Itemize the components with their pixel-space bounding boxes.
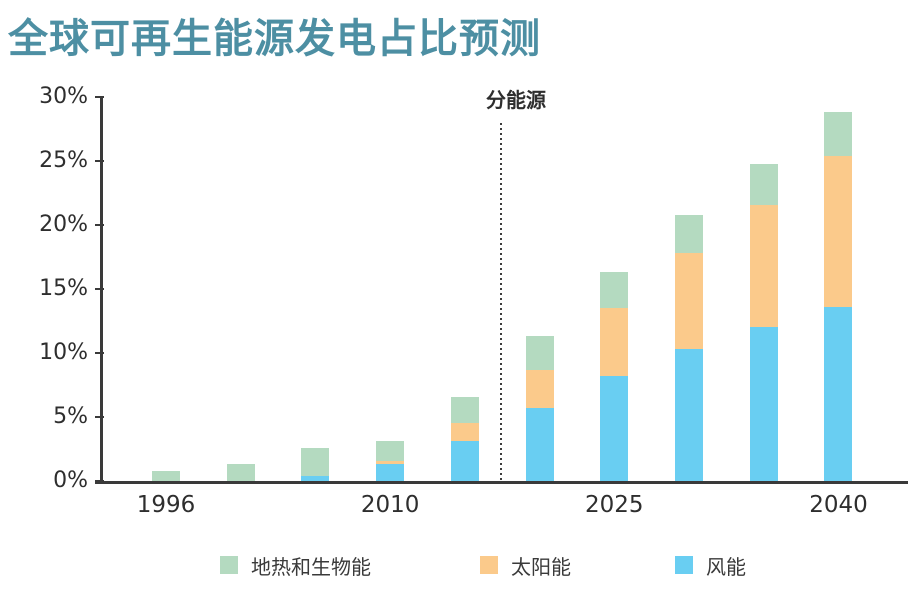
bar-segment-solar [675, 253, 704, 350]
y-axis-label: 0% [53, 468, 88, 493]
legend-swatch-wind [675, 556, 693, 574]
bar-segment-geo-bio [152, 470, 180, 481]
y-axis-label: 5% [53, 404, 88, 429]
legend: 地热和生物能 太阳能 风能 [0, 553, 910, 583]
y-axis-tick [95, 416, 104, 418]
bar-segment-wind [600, 376, 629, 481]
legend-swatch-geo-bio [220, 556, 238, 574]
bar-segment-geo-bio [376, 441, 405, 461]
y-axis-label: 20% [39, 212, 88, 237]
bar-segment-geo-bio [226, 464, 255, 481]
bar-segment-wind [824, 306, 853, 481]
y-axis-tick [95, 352, 104, 354]
forecast-divider-line [500, 123, 502, 481]
page-title: 全球可再生能源发电占比预测 [8, 16, 541, 62]
legend-item-geo-bio: 地热和生物能 [220, 553, 371, 579]
bar-segment-wind [376, 464, 405, 481]
y-axis-tick [95, 480, 104, 482]
bar-segment-solar [824, 155, 853, 307]
y-axis-tick [95, 224, 104, 226]
bar-segment-geo-bio [450, 396, 479, 424]
legend-swatch-solar [480, 556, 498, 574]
bar-segment-solar [749, 204, 778, 328]
bar-segment-geo-bio [675, 214, 704, 254]
bar-segment-wind [525, 408, 554, 481]
x-axis-label: 1996 [136, 492, 196, 518]
bar-segment-solar [600, 308, 629, 377]
legend-label-geo-bio: 地热和生物能 [251, 554, 371, 579]
legend-item-wind: 风能 [675, 553, 746, 579]
y-axis-label: 25% [39, 148, 88, 173]
y-axis-tick [95, 160, 104, 162]
bar-segment-wind [675, 349, 704, 481]
x-axis-label: 2025 [585, 492, 644, 518]
divider-annotation: 分能源 [486, 88, 546, 112]
y-axis-label: 30% [39, 84, 88, 109]
bar-segment-geo-bio [749, 163, 778, 205]
bar-segment-geo-bio [824, 112, 853, 156]
bar-segment-geo-bio [301, 447, 330, 476]
x-axis-label: 2010 [360, 492, 420, 518]
x-axis-line [95, 481, 908, 484]
bar-segment-wind [301, 475, 330, 481]
bar-segment-geo-bio [600, 272, 629, 309]
bar-segment-wind [450, 441, 479, 481]
bar-segment-wind [749, 327, 778, 481]
bar-segment-solar [450, 423, 479, 442]
x-axis-label: 2040 [809, 492, 868, 518]
y-axis-line [100, 97, 103, 484]
y-axis-label: 10% [39, 340, 88, 365]
bar-segment-solar [376, 460, 405, 465]
bar-segment-geo-bio [525, 336, 554, 370]
legend-label-wind: 风能 [706, 554, 746, 579]
legend-item-solar: 太阳能 [480, 553, 571, 579]
bar-segment-solar [525, 369, 554, 409]
y-axis-label: 15% [39, 276, 88, 301]
y-axis-tick [95, 288, 104, 290]
legend-label-solar: 太阳能 [511, 554, 571, 579]
y-axis-tick [95, 96, 104, 98]
